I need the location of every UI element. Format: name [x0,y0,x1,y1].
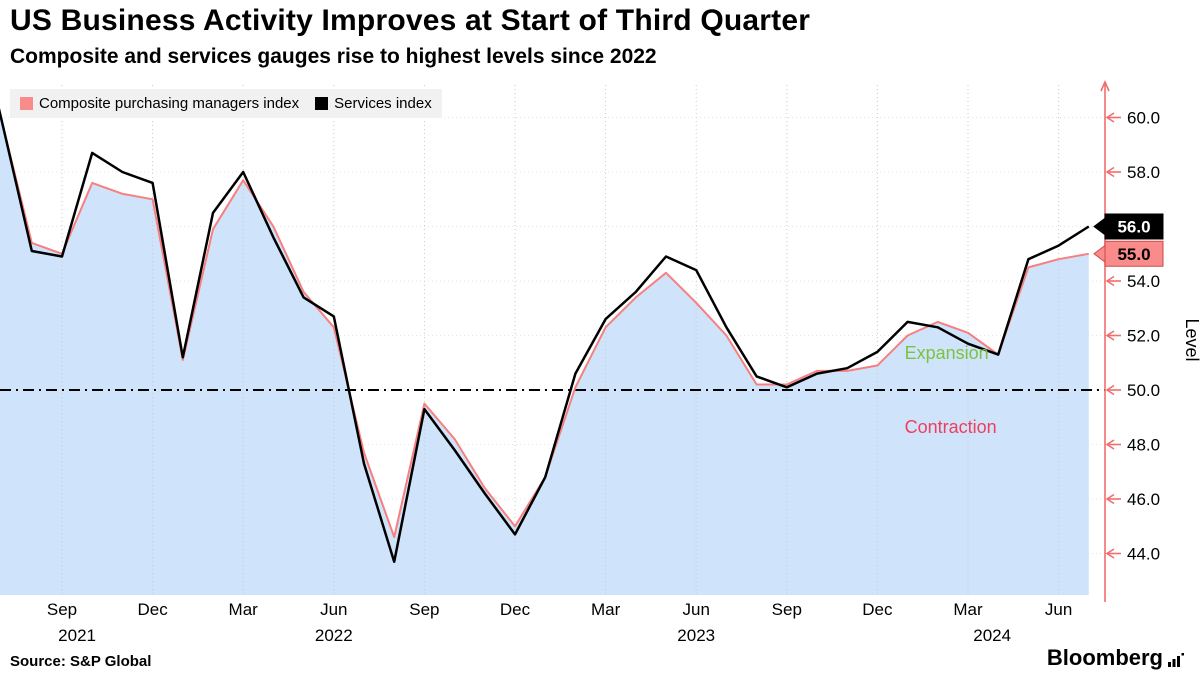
source-note: Source: S&P Global [10,653,152,670]
legend-label-services: Services index [334,95,432,112]
y-tick-label: 58.0 [1127,163,1160,182]
services-line [0,107,1090,563]
bloomberg-logo: Bloomberg [1047,645,1184,671]
legend-label-composite: Composite purchasing managers index [39,95,300,112]
y-tick-arrowhead-icon [1105,112,1115,123]
x-tick-label: Mar [953,600,983,619]
y-tick-arrowhead-icon [1105,439,1115,450]
x-year-label: 2021 [58,626,96,645]
y-ticks: 44.0 46.0 48.0 50.0 52.0 54.0 56.0 58.0 60.0 [1105,109,1160,564]
services-swatch-icon [315,97,329,110]
badge-value: 55.0 [1117,245,1150,264]
annotation-contraction: Contraction [905,417,997,437]
v-gridlines [61,85,1060,595]
y-tick-arrowhead-icon [1105,384,1115,396]
x-tick-label: Mar [591,600,621,619]
chart-subtitle: Composite and services gauges rise to hi… [10,45,657,68]
annotation-expansion: Expansion [905,343,989,363]
y-tick-label: 44.0 [1127,545,1160,564]
x-tick-label: Dec [137,600,168,619]
x-ticks: Sep Dec Mar Jun Sep Dec Mar Jun Sep Dec Mar Jun 2021… [47,600,1072,645]
y-tick-arrowhead-icon [1105,493,1115,505]
y-tick-label: 54.0 [1127,272,1160,291]
end-label-badge-0: 56.0 [1093,213,1164,240]
axis-top-arrow-icon [1100,80,1110,92]
x-tick-label: Dec [500,600,531,619]
legend-item-services: Services index [315,95,432,112]
bloomberg-wordmark: Bloomberg [1046,645,1163,670]
x-tick-label: Jun [1045,600,1072,619]
composite-line [0,111,1089,539]
composite-swatch-icon [20,97,33,110]
legend-item-composite: Composite purchasing managers index [20,95,299,112]
end-label-badge-1: 55.0 [1093,240,1164,267]
x-tick-label: Mar [229,600,259,619]
y-tick-label: 46.0 [1127,490,1160,509]
x-tick-label: Sep [772,600,802,619]
y-tick-label: 48.0 [1127,436,1160,455]
y-tick-arrowhead-icon [1105,548,1115,559]
legend: Composite purchasing managers index Serv… [10,89,442,118]
badge-box [1104,213,1164,240]
x-year-label: 2023 [677,626,715,645]
y-tick-arrowhead-icon [1105,330,1115,341]
badge-pointer-icon [1093,216,1107,237]
bar-chart-icon [1168,653,1184,667]
y-tick-label: 52.0 [1127,327,1160,346]
y-tick-label: 50.0 [1127,381,1160,400]
chart-title: US Business Activity Improves at Start o… [10,4,811,37]
y-tick-label: 60.0 [1127,109,1160,128]
badge-pointer-icon [1093,243,1107,264]
y-tick-arrowhead-icon [1105,166,1115,178]
x-tick-label: Dec [862,600,893,619]
badge-box [1104,240,1164,267]
x-tick-label: Sep [409,600,439,619]
y-axis-title: Level [1182,318,1200,361]
x-year-label: 2022 [315,626,353,645]
badge-value: 56.0 [1117,218,1150,237]
x-tick-label: Sep [47,600,77,619]
x-tick-label: Jun [682,600,709,619]
y-tick-arrowhead-icon [1105,275,1115,287]
x-tick-label: Jun [320,600,347,619]
x-year-label: 2024 [973,626,1011,645]
